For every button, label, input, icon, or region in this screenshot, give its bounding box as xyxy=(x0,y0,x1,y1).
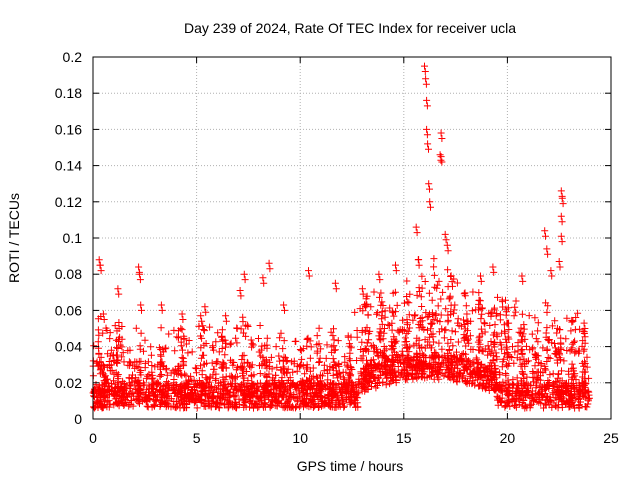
x-tick-label: 0 xyxy=(89,430,97,446)
y-tick-label: 0.16 xyxy=(55,121,82,137)
x-tick-label: 20 xyxy=(500,430,516,446)
y-tick-label: 0.2 xyxy=(63,49,83,65)
x-tick-label: 5 xyxy=(193,430,201,446)
y-tick-label: 0.08 xyxy=(55,266,82,282)
y-tick-label: 0.04 xyxy=(55,339,82,355)
y-tick-label: 0.12 xyxy=(55,194,82,210)
y-tick-label: 0.14 xyxy=(55,158,82,174)
data-points xyxy=(89,62,593,412)
y-axis-label: ROTI / TECUs xyxy=(6,193,22,283)
x-axis-label: GPS time / hours xyxy=(297,458,404,474)
y-tick-label: 0.02 xyxy=(55,375,82,391)
y-tick-label: 0 xyxy=(74,411,82,427)
x-tick-label: 10 xyxy=(292,430,308,446)
y-tick-label: 0.06 xyxy=(55,302,82,318)
y-tick-label: 0.18 xyxy=(55,85,82,101)
x-tick-label: 15 xyxy=(396,430,412,446)
roti-scatter-markers xyxy=(89,62,593,412)
x-tick-label: 25 xyxy=(603,430,619,446)
chart-title: Day 239 of 2024, Rate Of TEC Index for r… xyxy=(184,20,516,36)
axis-ticks: 0 5 10 15 20 25 0 0.02 0.04 0.06 0.08 0.1 0.12 0.14 0.… xyxy=(55,49,619,446)
y-tick-label: 0.1 xyxy=(63,230,83,246)
